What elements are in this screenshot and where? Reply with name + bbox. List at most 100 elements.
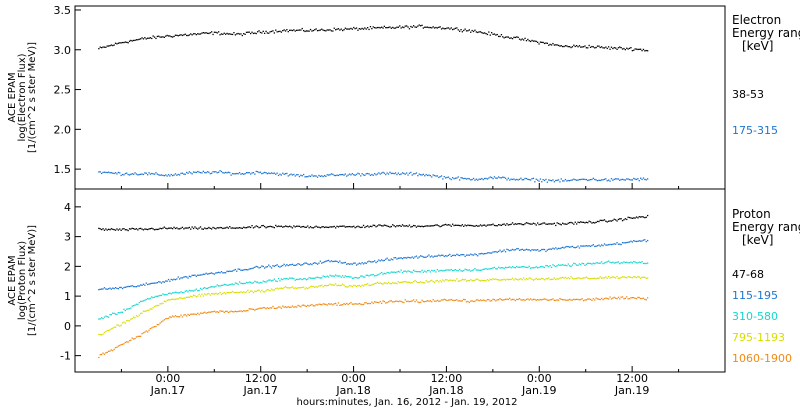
data-point <box>500 251 503 253</box>
data-point <box>375 226 377 228</box>
data-point <box>160 228 163 230</box>
data-point <box>190 172 192 174</box>
data-point <box>346 263 348 265</box>
data-point <box>343 303 345 305</box>
data-point <box>511 178 514 181</box>
data-point <box>482 280 484 282</box>
data-point <box>595 297 597 299</box>
data-point <box>204 227 206 229</box>
data-point <box>413 257 415 259</box>
data-point <box>620 218 622 220</box>
data-point <box>432 225 434 227</box>
data-point <box>153 305 156 308</box>
data-point <box>467 224 469 226</box>
data-point <box>478 225 480 227</box>
data-point <box>307 278 309 280</box>
data-point <box>151 327 153 329</box>
data-point <box>524 223 526 225</box>
data-point <box>322 286 324 288</box>
data-point <box>588 262 590 264</box>
data-point <box>350 285 352 287</box>
data-point <box>138 227 140 230</box>
data-point <box>525 278 528 280</box>
data-point <box>357 303 359 305</box>
data-point <box>485 268 487 270</box>
x-axis: 0:00Jan.1712:00Jan.170:00Jan.1812:00Jan.… <box>150 372 650 397</box>
data-point <box>369 225 372 227</box>
data-point <box>365 225 367 228</box>
data-point <box>252 32 255 35</box>
data-point <box>545 298 547 300</box>
data-point <box>570 46 572 49</box>
data-point <box>254 280 256 282</box>
data-point <box>484 177 486 180</box>
data-point <box>355 226 358 228</box>
data-point <box>218 271 220 273</box>
data-point <box>582 277 585 279</box>
data-point <box>538 278 540 280</box>
data-point <box>461 177 463 179</box>
data-point <box>251 172 253 174</box>
data-point <box>250 268 252 270</box>
data-point <box>323 226 326 229</box>
data-point <box>559 277 561 279</box>
data-point <box>569 298 571 301</box>
data-point <box>478 279 480 281</box>
data-point <box>502 223 504 226</box>
data-point <box>199 33 202 35</box>
data-point <box>602 219 604 222</box>
data-point <box>238 291 241 294</box>
data-point <box>642 216 645 218</box>
data-point <box>137 39 139 41</box>
data-point <box>300 306 302 308</box>
data-point <box>386 257 388 259</box>
data-point <box>212 273 214 275</box>
data-point <box>198 227 200 229</box>
data-point <box>119 286 121 289</box>
data-point <box>528 40 530 42</box>
data-point <box>520 249 522 251</box>
data-point <box>294 30 296 32</box>
data-point <box>496 33 498 36</box>
data-point <box>255 281 257 283</box>
data-point <box>463 254 465 256</box>
data-point <box>261 307 263 309</box>
data-point <box>243 282 245 285</box>
data-point <box>190 295 192 297</box>
data-point <box>119 228 121 230</box>
data-point <box>599 179 601 182</box>
data-point <box>509 266 511 268</box>
data-point <box>491 252 493 254</box>
data-point <box>635 276 638 279</box>
data-point <box>208 287 210 289</box>
data-point <box>353 277 355 279</box>
data-point <box>562 276 564 279</box>
data-point <box>557 278 560 280</box>
data-point <box>252 292 255 294</box>
data-point <box>446 279 448 281</box>
data-point <box>641 178 643 181</box>
data-point <box>379 173 381 175</box>
data-point <box>180 314 182 316</box>
data-point <box>415 281 418 283</box>
data-point <box>617 178 620 180</box>
data-point <box>624 297 626 299</box>
data-point <box>511 248 514 251</box>
data-point <box>98 48 100 50</box>
data-point <box>296 264 298 266</box>
series-175-315 <box>98 170 649 183</box>
data-point <box>245 31 248 33</box>
data-point <box>344 275 346 277</box>
data-point <box>446 299 448 302</box>
data-point <box>518 223 521 225</box>
data-point <box>336 28 338 30</box>
data-point <box>234 34 236 36</box>
data-point <box>251 225 253 227</box>
data-point <box>147 331 149 333</box>
data-point <box>369 261 372 263</box>
data-point <box>138 173 140 176</box>
data-point <box>257 225 259 228</box>
data-point <box>527 298 529 300</box>
data-point <box>245 269 248 271</box>
data-point <box>411 174 413 176</box>
